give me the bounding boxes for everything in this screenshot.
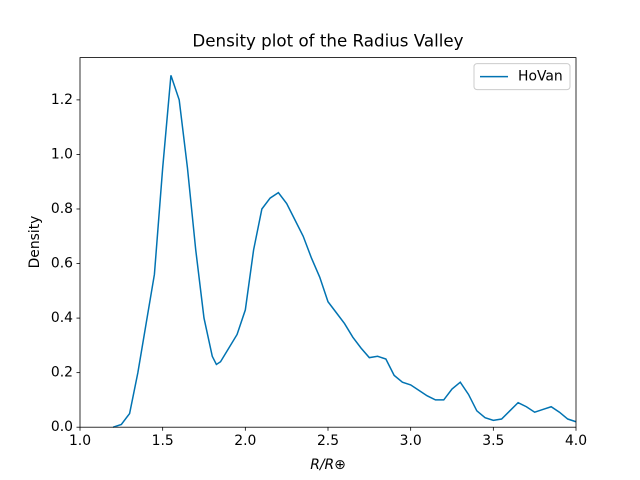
line-series (112, 75, 577, 428)
x-tick-label: 4.0 (565, 433, 587, 449)
y-tick-label: 0.6 (51, 256, 73, 272)
axes-frame (79, 57, 577, 428)
y-tick-label: 1.2 (51, 92, 73, 108)
x-tick-label: 3.5 (482, 433, 504, 449)
y-axis-label: Density (27, 216, 43, 269)
x-axis-label: R/R⊕ (310, 457, 346, 473)
y-tick-label: 0.2 (51, 365, 73, 381)
x-tick-label: 2.5 (317, 433, 339, 449)
chart-title: Density plot of the Radius Valley (192, 31, 463, 51)
y-tick-label: 0.4 (51, 310, 73, 326)
x-tick-label: 1.0 (69, 433, 91, 449)
x-tick-label: 3.0 (400, 433, 422, 449)
legend-box (473, 63, 571, 91)
y-tick-label: 0.8 (51, 201, 73, 217)
y-tick-label: 0.0 (51, 419, 73, 435)
y-tick-label: 1.0 (51, 146, 73, 162)
legend-label: HoVan (518, 69, 563, 85)
x-tick-label: 1.5 (152, 433, 174, 449)
legend: HoVan (473, 63, 571, 91)
x-tick-label: 2.0 (234, 433, 256, 449)
